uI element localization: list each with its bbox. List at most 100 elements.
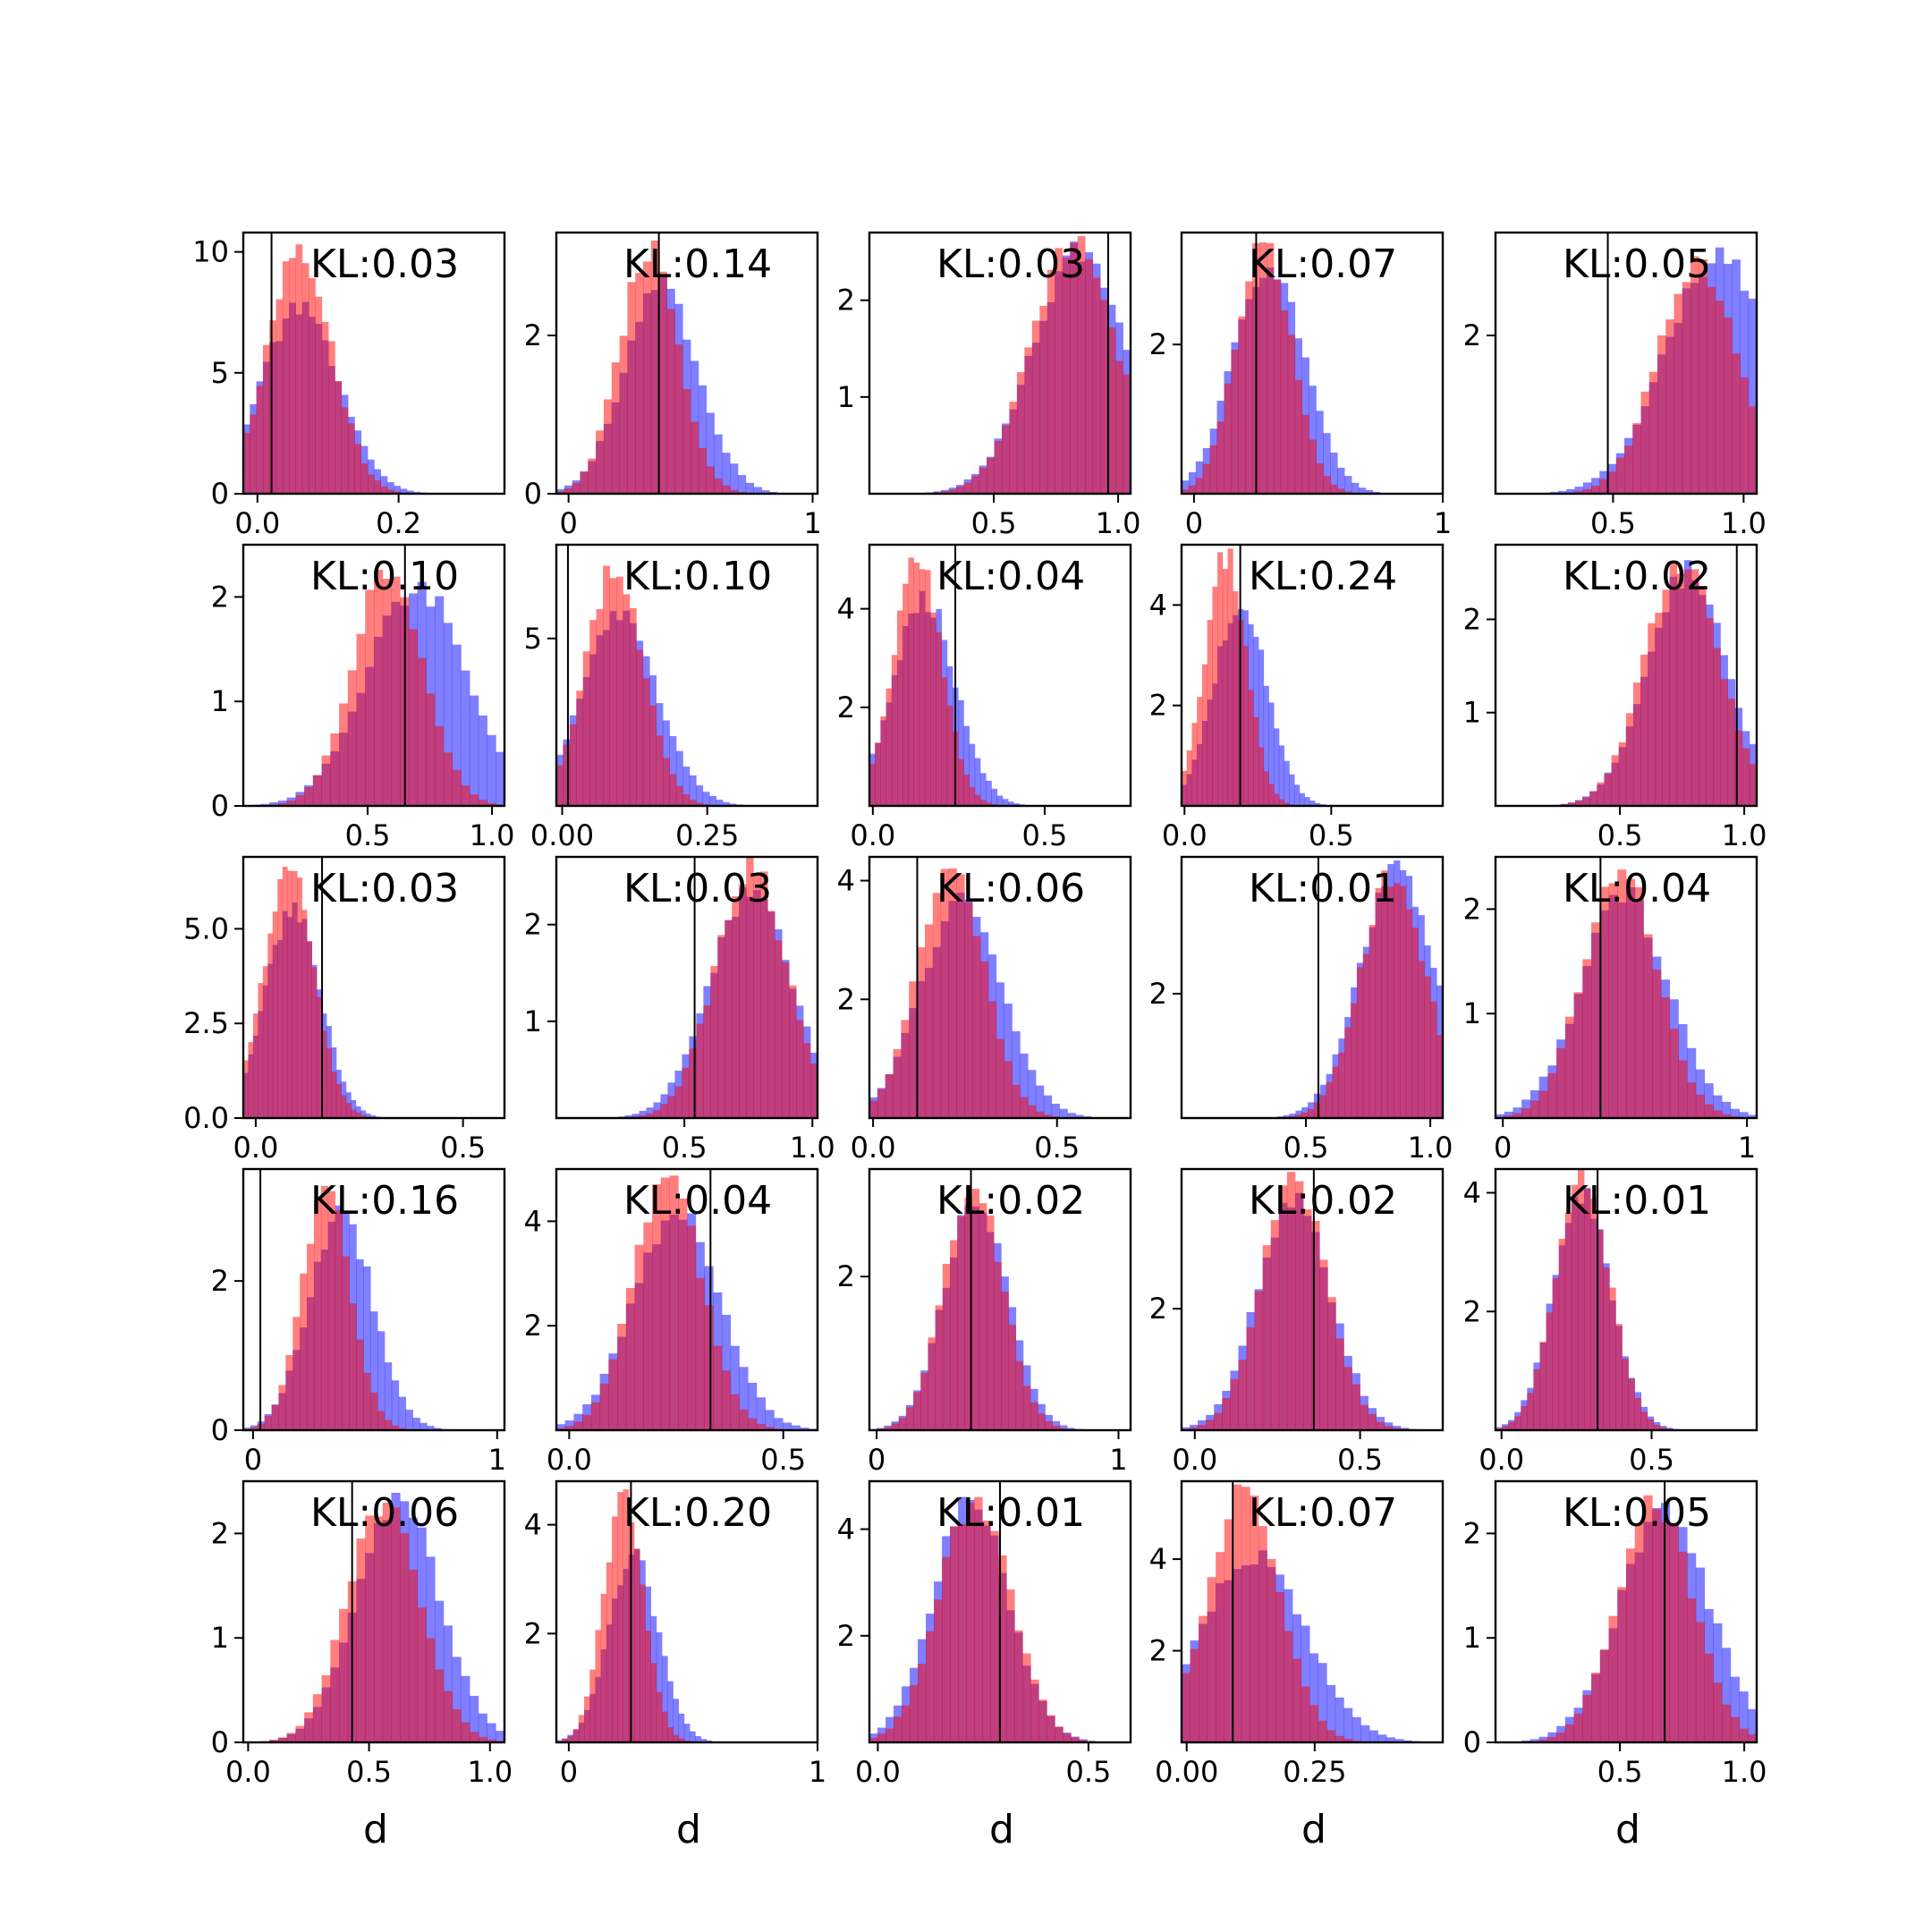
y-tick-label: 2 [1149, 1292, 1167, 1326]
red-bar [908, 557, 914, 806]
red-bar [1430, 1001, 1437, 1118]
red-bar [258, 983, 264, 1118]
red-bar [374, 570, 384, 806]
red-bar [1652, 1509, 1662, 1742]
blue-bar [1739, 1112, 1749, 1118]
red-bar [964, 902, 973, 1118]
red-bar [1611, 755, 1620, 806]
red-bar [698, 447, 708, 494]
blue-bar [1392, 1426, 1402, 1430]
red-bar [756, 1424, 766, 1430]
red-bar [1217, 552, 1224, 806]
x-tick-label: 0.0 [233, 1131, 278, 1165]
red-bar [1603, 1267, 1610, 1430]
blue-bar [1358, 487, 1367, 494]
panel-1-0: 0.5 1.0 0 1 2 KL:0.10 [211, 543, 515, 852]
red-bar [924, 570, 931, 806]
red-bar [351, 1109, 357, 1118]
red-bar [1301, 1686, 1310, 1742]
red-bar [1571, 1184, 1579, 1430]
red-bar [1246, 1326, 1256, 1430]
blue-bar [478, 1713, 487, 1742]
x-tick-label: 0.0 [851, 1131, 896, 1165]
blue-bar [695, 1736, 701, 1742]
red-bar [1599, 886, 1609, 1118]
red-bar [1589, 791, 1597, 806]
blue-bar [470, 1695, 479, 1742]
red-bar [972, 936, 981, 1118]
red-bar [589, 620, 597, 806]
blue-bar [783, 1422, 792, 1430]
panel-0-3: 0 1 2 KL:0.07 [1149, 231, 1452, 540]
blue-bar [1730, 1676, 1740, 1742]
red-bar [363, 1372, 371, 1430]
blue-bar [1004, 1003, 1013, 1118]
red-bar [1263, 771, 1269, 806]
red-bar [810, 1063, 818, 1118]
red-bar [309, 278, 316, 494]
red-bar [987, 1001, 997, 1118]
red-bar [739, 1409, 749, 1430]
red-bar [327, 1191, 336, 1430]
y-tick-label: 0 [211, 1413, 229, 1447]
red-bar [1591, 485, 1600, 494]
red-bar [1556, 1047, 1566, 1118]
x-tick-label: 0.0 [234, 506, 280, 540]
red-bar [1608, 1615, 1618, 1742]
red-bar [1604, 774, 1612, 806]
x-tick-label: 0.5 [662, 1131, 708, 1165]
red-bar [1284, 1631, 1293, 1742]
blue-bar [435, 596, 445, 806]
red-bar [1749, 764, 1758, 806]
y-tick-label: 1 [1463, 1621, 1481, 1655]
red-bar [617, 1324, 627, 1430]
blue-bar [1730, 1108, 1740, 1118]
red-bar [1267, 242, 1275, 494]
kl-annotation: KL:0.07 [1249, 1490, 1397, 1536]
red-bar [1062, 258, 1071, 494]
y-tick-label: 2 [1149, 977, 1167, 1011]
red-bar [1558, 1238, 1566, 1430]
red-bar [739, 884, 747, 1118]
red-bar [267, 933, 274, 1118]
blue-bar [667, 1681, 674, 1742]
red-bar [1624, 445, 1633, 494]
red-bar [1278, 1185, 1288, 1430]
kl-annotation: KL:0.03 [623, 866, 772, 911]
panel-4-4: 0.5 1.0 0 1 2 KL:0.05 d [1463, 1479, 1767, 1852]
red-bar [724, 919, 733, 1118]
red-bar [315, 296, 323, 494]
red-bar [732, 896, 740, 1118]
red-bar [1502, 1426, 1509, 1430]
red-bar [1662, 589, 1670, 806]
blue-bar [351, 1099, 357, 1118]
blue-bar [355, 1106, 361, 1118]
red-bar [1552, 1277, 1560, 1430]
red-bar [1092, 277, 1101, 494]
red-bar [1352, 1384, 1360, 1430]
red-bar [767, 911, 775, 1118]
red-bar [1294, 379, 1302, 494]
red-bar [328, 341, 335, 494]
red-bar [1253, 716, 1259, 806]
blue-bar [1344, 476, 1352, 494]
x-axis-label: d [1301, 1807, 1326, 1852]
red-bar [1521, 1405, 1528, 1430]
blue-bar [706, 412, 715, 494]
red-bar [1514, 1416, 1521, 1430]
blue-bar [1295, 1110, 1302, 1118]
red-bar [1201, 664, 1208, 806]
red-bar [576, 691, 584, 806]
y-tick-label: 0 [211, 1725, 229, 1759]
x-tick-label: 1 [488, 1443, 506, 1477]
red-bar [660, 1177, 670, 1430]
blue-bar [1326, 1684, 1336, 1742]
red-bar [971, 476, 979, 494]
red-bar [634, 1244, 644, 1430]
red-bar [443, 1690, 453, 1742]
axes-frame [555, 543, 819, 808]
blue-bar [709, 795, 716, 806]
red-bar [278, 1385, 286, 1430]
red-bar [1411, 928, 1419, 1118]
